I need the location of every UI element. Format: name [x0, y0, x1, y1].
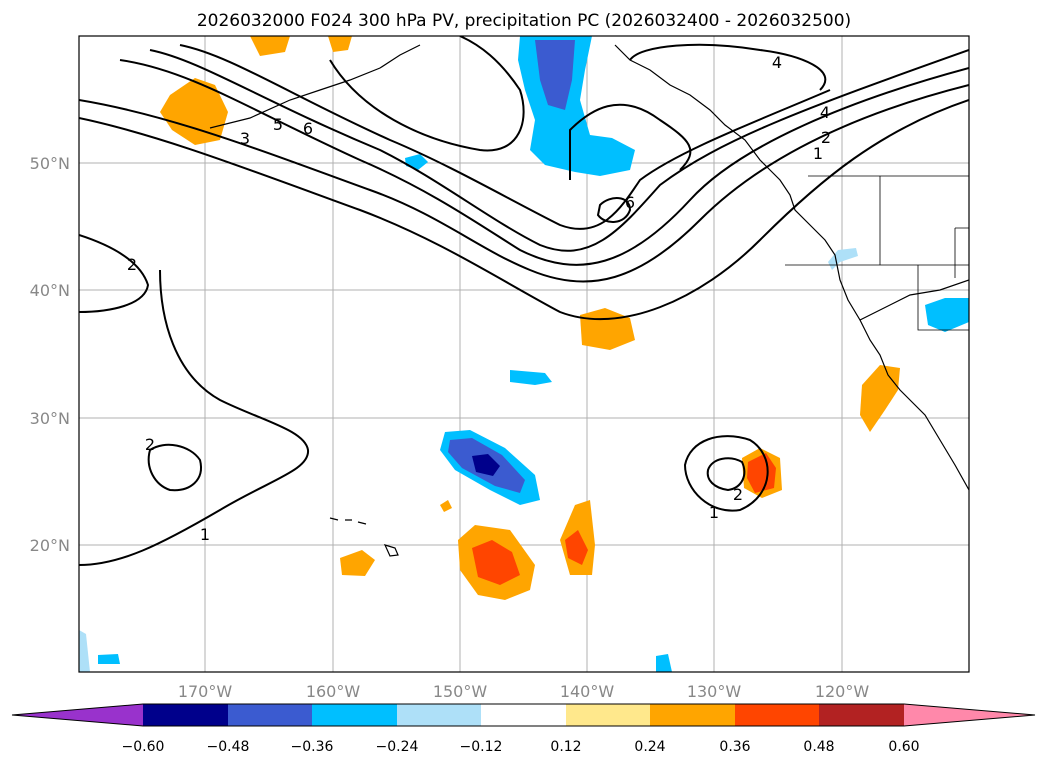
colorbar-bin	[143, 704, 228, 726]
colorbar-tick: −0.60	[122, 739, 165, 755]
colorbar-tick: −0.36	[291, 739, 334, 755]
contour-label: 1	[813, 144, 823, 163]
pv-contour-7	[629, 43, 827, 91]
pos-area-tiny	[440, 500, 452, 512]
lon-label-150w: 150°W	[433, 682, 488, 701]
pos-area-socal	[860, 365, 900, 432]
lon-label-160w: 160°W	[306, 682, 361, 701]
contour-label: 5	[273, 115, 283, 134]
map-frame	[78, 35, 970, 673]
colorbar-tick: −0.24	[376, 739, 419, 755]
negative-precip-anomalies	[79, 36, 969, 672]
pos-area-east-hawaii-core	[565, 530, 588, 565]
colorbar-ticks: −0.60 −0.48 −0.36 −0.24 −0.12 0.12 0.24 …	[122, 739, 920, 755]
colorbar-bin	[566, 704, 650, 726]
contour-label: 3	[240, 129, 250, 148]
lat-label-20n: 20°N	[30, 536, 70, 555]
colorbar-min-arrow	[12, 704, 143, 726]
colorbar-tick: 0.60	[888, 739, 919, 755]
contour-label: 2	[145, 435, 155, 454]
gridlines	[79, 36, 969, 672]
pos-area-west-hawaii	[340, 550, 375, 576]
colorbar-outline	[11, 703, 1036, 727]
pv-contour-3	[119, 59, 969, 266]
lon-label-170w: 170°W	[178, 682, 233, 701]
neg-area-edge	[79, 630, 90, 672]
lat-label-50n: 50°N	[30, 154, 70, 173]
contour-label: 1	[709, 503, 719, 522]
lat-label-40n: 40°N	[30, 281, 70, 300]
neg-area-small-1	[510, 370, 552, 385]
contour-label: 2	[127, 255, 137, 274]
contour-label: 2	[733, 485, 743, 504]
lon-label-120w: 120°W	[815, 682, 870, 701]
pos-area-subtropical-east-core	[747, 453, 776, 493]
colorbar-max-arrow	[904, 704, 1035, 726]
colorbar-tick: 0.48	[803, 739, 834, 755]
colorbar-bin	[650, 704, 735, 726]
pv-contour-12	[147, 443, 202, 492]
hawaii-islands	[329, 517, 399, 557]
map-panel: 4 4 2 1 3 5 6 6 2 2 1 1 2	[78, 35, 970, 673]
pv-contour-labels: 4 4 2 1 3 5 6 6 2 2 1 1 2	[127, 53, 831, 544]
pos-area-hawaii-ne-core	[472, 540, 520, 585]
contour-label: 6	[303, 119, 313, 138]
pv-contour-1	[79, 99, 969, 321]
axis-labels: 170°W 160°W 150°W 140°W 130°W 120°W 50°N…	[30, 154, 870, 701]
pv-contour-6	[329, 36, 525, 152]
contour-label: 4	[772, 53, 782, 72]
pv-contour-11	[79, 269, 310, 566]
colorbar: −0.60 −0.48 −0.36 −0.24 −0.12 0.12 0.24 …	[11, 703, 1036, 755]
contour-label: 4	[820, 103, 830, 122]
colorbar-bin	[481, 704, 566, 726]
pos-area-aleutian-top	[250, 36, 290, 56]
colorbar-tick: 0.24	[634, 739, 665, 755]
pv-contour-9	[596, 197, 632, 223]
colorbar-bin	[735, 704, 819, 726]
neg-area-california-north	[828, 248, 858, 270]
lon-label-140w: 140°W	[560, 682, 615, 701]
colorbar-bin	[819, 704, 904, 726]
colorbar-bin	[228, 704, 312, 726]
neg-area-small-3	[98, 654, 120, 664]
neg-area-great-basin	[925, 298, 969, 332]
coastline-aleutians	[209, 44, 421, 129]
pv-contour-2	[79, 84, 969, 283]
colorbar-tick: −0.12	[460, 739, 503, 755]
contour-label: 2	[821, 128, 831, 147]
colorbar-bin	[312, 704, 397, 726]
neg-area-central-pacific-core	[472, 454, 500, 476]
colorbar-tick: 0.36	[719, 739, 750, 755]
neg-area-gulf-alaska-core	[535, 40, 575, 110]
neg-area-small-4	[656, 654, 672, 672]
contour-label: 1	[200, 525, 210, 544]
pv-contour-10	[79, 234, 150, 313]
pv-contours	[79, 36, 969, 566]
figure-title: 2026032000 F024 300 hPa PV, precipitatio…	[197, 11, 851, 31]
coastlines	[209, 44, 969, 557]
contour-label: 6	[625, 193, 635, 212]
coastline-baja	[859, 319, 969, 491]
pv-contour-13	[683, 435, 769, 512]
pos-area-small-top	[328, 36, 352, 52]
pv-contour-14	[706, 457, 746, 492]
lat-label-30n: 30°N	[30, 409, 70, 428]
coastline-north-america	[614, 44, 969, 321]
state-borders	[785, 175, 969, 331]
pv-contour-5	[179, 44, 831, 230]
colorbar-tick: −0.48	[207, 739, 250, 755]
colorbar-bin	[397, 704, 481, 726]
pv-contour-8	[569, 103, 692, 180]
pv-contour-4	[149, 49, 969, 252]
colorbar-tick: 0.12	[550, 739, 581, 755]
lon-label-130w: 130°W	[687, 682, 742, 701]
